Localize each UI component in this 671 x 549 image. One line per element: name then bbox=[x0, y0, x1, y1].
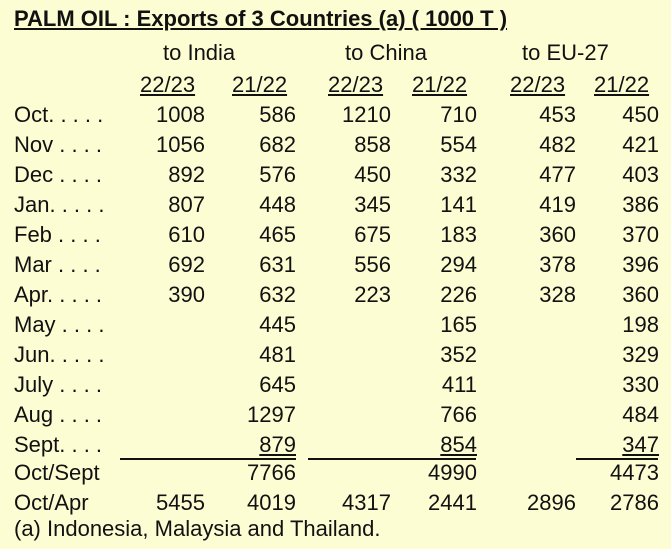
table-cell: 484 bbox=[622, 402, 659, 427]
row-label: Mar . . . . bbox=[14, 252, 101, 277]
table-cell: 448 bbox=[259, 192, 296, 217]
table-cell: 198 bbox=[622, 312, 659, 337]
table-cell: 645 bbox=[259, 372, 296, 397]
row-label: Oct. . . . . bbox=[14, 102, 104, 127]
table-cell: 370 bbox=[622, 222, 659, 247]
row-label: Feb . . . . bbox=[14, 222, 101, 247]
table-cell: 682 bbox=[259, 132, 296, 157]
table-cell: 347 bbox=[622, 432, 659, 457]
table-cell: 576 bbox=[259, 162, 296, 187]
table-cell: 450 bbox=[354, 162, 391, 187]
table-cell: 482 bbox=[539, 132, 576, 157]
year-header-india-2122: 21/22 bbox=[232, 72, 288, 97]
group-header-eu27: to EU-27 bbox=[522, 40, 609, 65]
table-cell: 165 bbox=[440, 312, 477, 337]
row-label: July . . . . bbox=[14, 372, 103, 397]
row-label: Oct/Sept bbox=[14, 460, 100, 485]
table-cell: 328 bbox=[539, 282, 576, 307]
table-cell: 419 bbox=[539, 192, 576, 217]
row-label: Nov . . . . bbox=[14, 132, 103, 157]
table-cell: 2786 bbox=[610, 490, 659, 515]
table-cell: 766 bbox=[440, 402, 477, 427]
table-cell: 610 bbox=[168, 222, 205, 247]
table-cell: 892 bbox=[168, 162, 205, 187]
year-header-eu-2122: 21/22 bbox=[594, 72, 650, 97]
table-cell: 223 bbox=[354, 282, 391, 307]
total-rule-china bbox=[308, 458, 476, 460]
table-cell: 403 bbox=[622, 162, 659, 187]
row-label: May . . . . bbox=[14, 312, 105, 337]
table-cell: 554 bbox=[440, 132, 477, 157]
table-cell: 481 bbox=[259, 342, 296, 367]
table-cell: 411 bbox=[441, 372, 477, 397]
table-cell: 7766 bbox=[247, 460, 296, 485]
table-cell: 477 bbox=[539, 162, 576, 187]
footnote: (a) Indonesia, Malaysia and Thailand. bbox=[14, 516, 381, 541]
table-cell: 858 bbox=[354, 132, 391, 157]
table-cell: 586 bbox=[259, 102, 296, 127]
table-cell: 631 bbox=[259, 252, 296, 277]
table-cell: 632 bbox=[259, 282, 296, 307]
table-cell: 879 bbox=[259, 432, 296, 457]
table-cell: 329 bbox=[622, 342, 659, 367]
row-label: Apr. . . . . bbox=[14, 282, 103, 307]
table-cell: 1297 bbox=[247, 402, 296, 427]
table-cell: 692 bbox=[168, 252, 205, 277]
row-label: Aug . . . . bbox=[14, 402, 103, 427]
table-cell: 2441 bbox=[428, 490, 477, 515]
table-title: PALM OIL : Exports of 3 Countries (a) ( … bbox=[14, 6, 508, 31]
table-cell: 386 bbox=[622, 192, 659, 217]
table-cell: 4019 bbox=[247, 490, 296, 515]
row-label: Jan. . . . . bbox=[14, 192, 105, 217]
table-cell: 421 bbox=[622, 132, 659, 157]
table-cell: 390 bbox=[168, 282, 205, 307]
table-cell: 360 bbox=[622, 282, 659, 307]
table-cell: 352 bbox=[440, 342, 477, 367]
group-header-china: to China bbox=[345, 40, 427, 65]
year-header-india-2223: 22/23 bbox=[140, 72, 196, 97]
table-cell: 1008 bbox=[156, 102, 205, 127]
table-cell: 807 bbox=[168, 192, 205, 217]
table-cell: 710 bbox=[440, 102, 477, 127]
row-label: Dec . . . . bbox=[14, 162, 103, 187]
table-cell: 396 bbox=[622, 252, 659, 277]
table-cell: 675 bbox=[354, 222, 391, 247]
row-label: Jun. . . . . bbox=[14, 342, 105, 367]
table-cell: 360 bbox=[539, 222, 576, 247]
table-cell: 294 bbox=[440, 252, 477, 277]
table-cell: 465 bbox=[259, 222, 296, 247]
table-cell: 4473 bbox=[610, 460, 659, 485]
table-cell: 4317 bbox=[342, 490, 391, 515]
table-cell: 445 bbox=[259, 312, 296, 337]
table-cell: 453 bbox=[539, 102, 576, 127]
row-label: Oct/Apr bbox=[14, 490, 89, 515]
total-rule-india bbox=[120, 458, 296, 460]
group-header-india: to India bbox=[163, 40, 236, 65]
total-rule-eu bbox=[576, 458, 658, 460]
year-header-china-2223: 22/23 bbox=[328, 72, 384, 97]
table-cell: 345 bbox=[354, 192, 391, 217]
table-cell: 5455 bbox=[156, 490, 205, 515]
table-cell: 4990 bbox=[428, 460, 477, 485]
table-cell: 1210 bbox=[342, 102, 391, 127]
table-cell: 556 bbox=[354, 252, 391, 277]
table-cell: 183 bbox=[440, 222, 477, 247]
year-header-eu-2223: 22/23 bbox=[510, 72, 566, 97]
table-cell: 854 bbox=[440, 432, 477, 457]
table-cell: 330 bbox=[622, 372, 659, 397]
table-cell: 450 bbox=[622, 102, 659, 127]
table-cell: 2896 bbox=[527, 490, 576, 515]
table-cell: 1056 bbox=[156, 132, 205, 157]
row-label: Sept. . . . bbox=[14, 432, 103, 457]
year-header-china-2122: 21/22 bbox=[412, 72, 468, 97]
table-cell: 141 bbox=[440, 192, 477, 217]
table-cell: 332 bbox=[440, 162, 477, 187]
table-cell: 378 bbox=[539, 252, 576, 277]
table-cell: 226 bbox=[440, 282, 477, 307]
